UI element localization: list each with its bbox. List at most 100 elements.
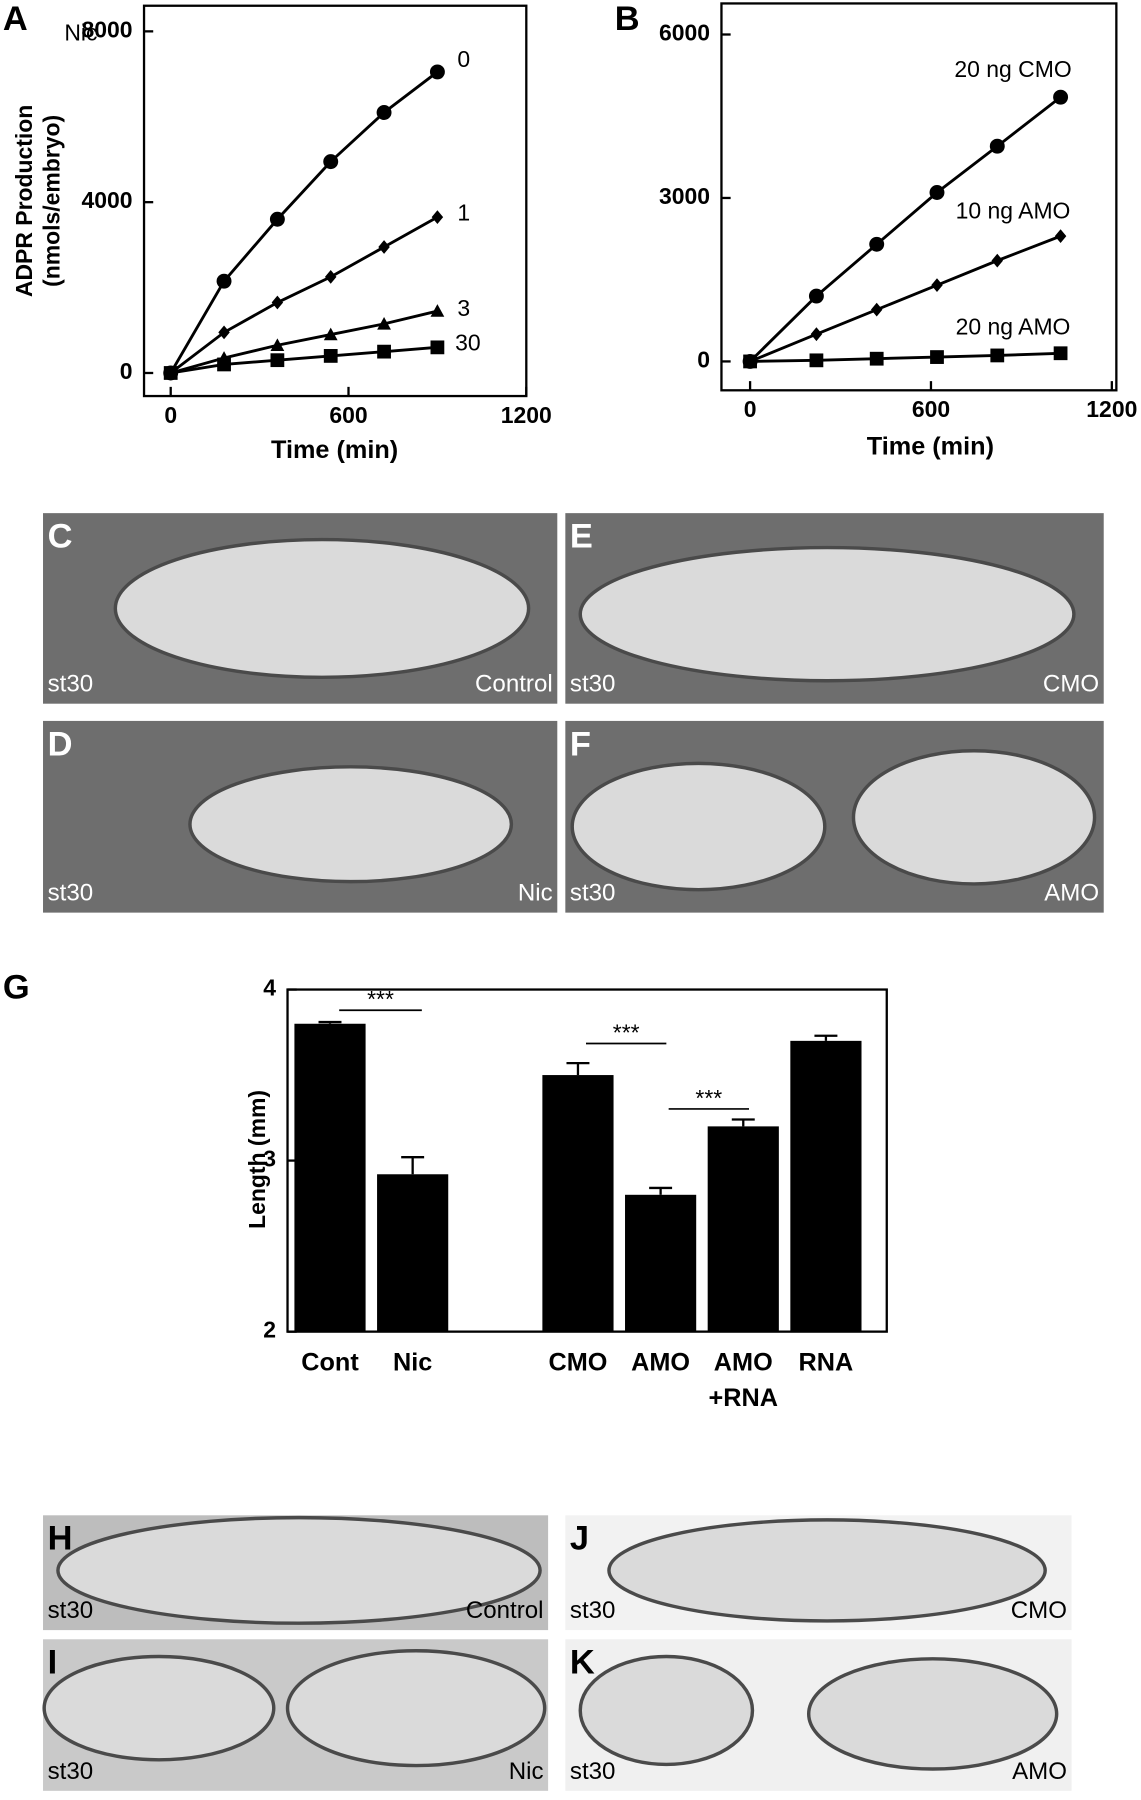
marker: [429, 64, 445, 80]
x-tick-label: 1200: [1086, 396, 1137, 422]
panel-letter: F: [570, 725, 591, 763]
embryo: [285, 1649, 547, 1768]
stage-label: st30: [570, 1597, 616, 1624]
marker: [869, 351, 884, 366]
embryo: [570, 761, 827, 892]
embryo: [188, 765, 514, 884]
x-tick-label: +RNA: [709, 1384, 778, 1412]
bar: [542, 1075, 614, 1332]
marker: [931, 278, 943, 293]
marker: [323, 154, 339, 170]
marker: [991, 253, 1004, 268]
series-line: [169, 215, 439, 375]
x-tick-label: 600: [329, 402, 367, 428]
marker: [269, 211, 285, 227]
marker: [1054, 229, 1067, 243]
marker: [808, 288, 824, 304]
y-tick-label: 0: [120, 358, 133, 384]
y-tick-label: 4: [263, 975, 276, 1001]
x-tick-label: 600: [912, 396, 950, 422]
marker: [163, 366, 178, 380]
error-bar: [731, 1118, 755, 1127]
panel-letter: J: [570, 1520, 589, 1558]
x-tick-label: AMO: [714, 1348, 773, 1376]
condition-label: CMO: [1043, 671, 1099, 698]
error-bar: [566, 1061, 590, 1076]
annotation: Nic: [64, 20, 97, 46]
series-label: 30: [455, 329, 481, 355]
embryo: [806, 1657, 1059, 1771]
marker: [376, 105, 392, 120]
embryo: [607, 1518, 1047, 1623]
panel-letter: D: [48, 725, 73, 763]
marker: [217, 357, 231, 372]
significance-label: ***: [695, 1085, 722, 1111]
marker: [377, 316, 391, 330]
error-bar: [401, 1156, 425, 1175]
marker: [430, 340, 445, 355]
x-tick-label: 0: [744, 396, 757, 422]
embryo: [578, 545, 1076, 683]
x-tick-label: 1200: [501, 402, 552, 428]
condition-label: Control: [466, 1597, 544, 1624]
marker: [378, 240, 390, 254]
series-label: 20 ng AMO: [956, 313, 1071, 339]
marker: [323, 349, 338, 363]
condition-label: Nic: [518, 880, 553, 907]
marker: [430, 304, 445, 317]
marker: [743, 354, 757, 369]
panel-letter: A: [3, 0, 28, 38]
marker: [810, 327, 823, 342]
panel-letter: E: [570, 517, 593, 555]
series-line: [170, 345, 438, 375]
y-tick-label: 6000: [659, 20, 710, 46]
marker: [271, 295, 284, 310]
stage-label: st30: [48, 671, 94, 698]
stage-label: st30: [570, 1758, 616, 1785]
x-tick-label: Nic: [393, 1348, 432, 1376]
series-label: 20 ng CMO: [954, 56, 1071, 82]
panel-letter: G: [3, 969, 30, 1007]
marker: [989, 138, 1005, 154]
marker: [990, 348, 1005, 363]
series-line: [170, 309, 438, 375]
panel-letter: I: [48, 1644, 58, 1682]
bar: [790, 1040, 862, 1332]
embryo: [113, 537, 531, 680]
panel-letter: B: [615, 0, 640, 38]
condition-label: CMO: [1011, 1597, 1067, 1624]
marker: [218, 325, 230, 340]
x-tick-label: Cont: [301, 1348, 359, 1376]
stage-label: st30: [48, 1597, 94, 1624]
embryo: [578, 1654, 755, 1767]
x-axis-label: Time (min): [867, 432, 994, 460]
stage-label: st30: [570, 880, 616, 907]
series-label: 10 ng AMO: [956, 197, 1071, 223]
y-tick-label: 3000: [659, 183, 710, 209]
bar: [294, 1023, 366, 1332]
y-tick-label: 3: [263, 1146, 276, 1172]
marker: [270, 338, 285, 351]
panel-letter: K: [570, 1644, 595, 1682]
condition-label: Control: [475, 671, 553, 698]
plot-frame: [142, 4, 528, 398]
error-bar: [649, 1186, 673, 1195]
marker: [270, 353, 285, 368]
marker: [869, 236, 885, 252]
marker: [929, 185, 945, 200]
x-tick-label: 0: [164, 402, 177, 428]
marker: [324, 270, 337, 284]
marker: [930, 350, 944, 364]
y-axis-label: Length (mm): [244, 1090, 270, 1229]
series-label: 3: [457, 295, 470, 321]
embryo: [851, 749, 1097, 886]
bar: [707, 1126, 779, 1332]
y-tick-label: 4000: [82, 187, 133, 213]
